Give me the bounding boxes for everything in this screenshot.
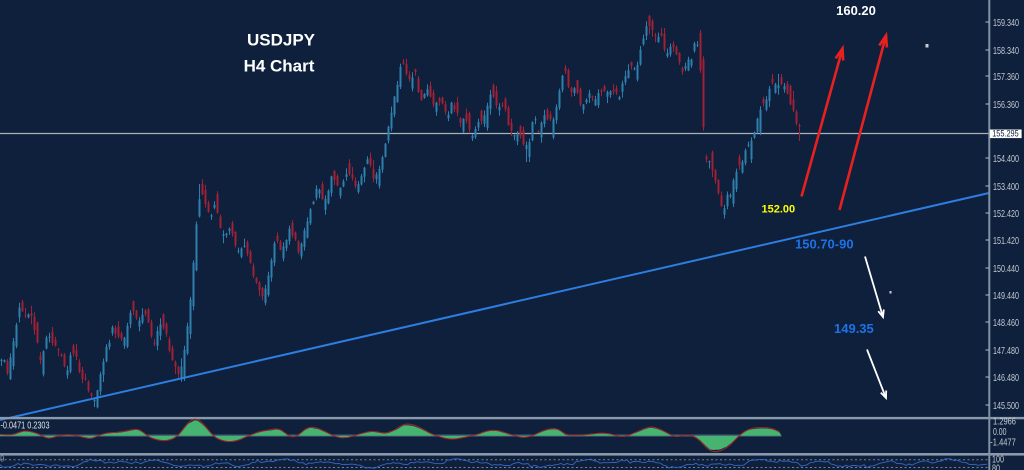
svg-text:145.500: 145.500 <box>993 400 1019 412</box>
svg-text:152.420: 152.420 <box>993 208 1019 220</box>
svg-text:157.360: 157.360 <box>993 71 1019 83</box>
svg-text:148.460: 148.460 <box>993 317 1019 329</box>
svg-text:159.340: 159.340 <box>993 17 1019 29</box>
svg-text:H4 Chart: H4 Chart <box>244 57 315 76</box>
svg-text:151.420: 151.420 <box>993 235 1019 247</box>
svg-text:USDJPY: USDJPY <box>247 31 316 50</box>
svg-text:9: 9 <box>0 455 5 464</box>
svg-text:100: 100 <box>992 454 1004 466</box>
svg-text:156.360: 156.360 <box>993 99 1019 111</box>
svg-text:158.340: 158.340 <box>993 45 1019 57</box>
svg-text:-1.4477: -1.4477 <box>990 436 1016 448</box>
svg-text:147.480: 147.480 <box>993 345 1019 357</box>
svg-text:155.295: 155.295 <box>992 129 1019 140</box>
svg-text:152.00: 152.00 <box>762 204 796 216</box>
svg-text:149.35: 149.35 <box>834 321 874 336</box>
svg-text:160.20: 160.20 <box>836 3 876 18</box>
svg-text:80: 80 <box>992 463 1000 470</box>
svg-text:146.480: 146.480 <box>993 372 1019 384</box>
svg-text:150.70-90: 150.70-90 <box>795 237 854 252</box>
svg-text:149.440: 149.440 <box>993 290 1019 302</box>
svg-text:154.400: 154.400 <box>993 153 1019 165</box>
svg-text:0.00: 0.00 <box>993 426 1007 438</box>
svg-text:-0.0471 0.2303: -0.0471 0.2303 <box>1 421 50 432</box>
svg-text:153.400: 153.400 <box>993 181 1019 193</box>
svg-text:150.440: 150.440 <box>993 263 1019 275</box>
svg-text:1.2966: 1.2966 <box>993 415 1016 427</box>
